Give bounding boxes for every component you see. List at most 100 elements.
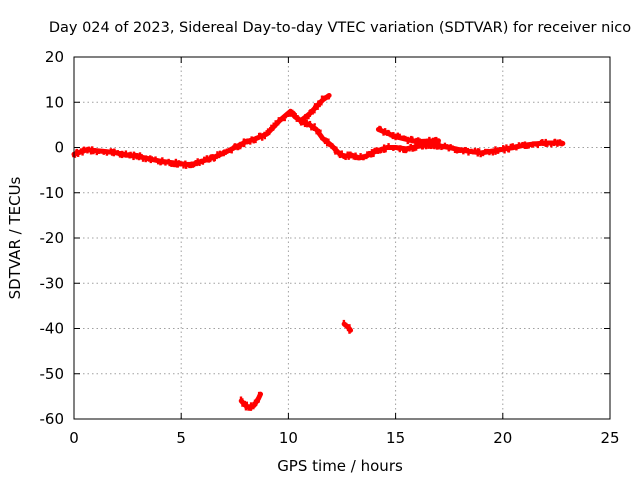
data-point xyxy=(252,138,255,141)
data-point xyxy=(421,143,424,146)
data-point xyxy=(546,144,549,147)
data-point xyxy=(247,406,251,410)
data-point xyxy=(318,104,321,108)
data-point xyxy=(243,404,246,408)
data-point xyxy=(133,152,137,156)
data-point xyxy=(511,147,514,151)
data-point xyxy=(395,133,398,137)
data-point xyxy=(447,146,450,150)
data-point xyxy=(466,147,469,151)
data-point xyxy=(379,126,382,130)
data-point xyxy=(462,151,465,155)
data-point xyxy=(245,401,249,405)
series-5 xyxy=(341,319,354,334)
data-point xyxy=(182,166,185,169)
series-2 xyxy=(298,92,332,123)
data-point xyxy=(408,149,411,152)
data-point xyxy=(295,116,298,119)
data-point xyxy=(491,153,495,156)
data-point xyxy=(127,152,130,155)
data-point xyxy=(416,139,419,142)
data-point xyxy=(303,119,306,123)
data-point xyxy=(214,155,218,158)
data-point xyxy=(490,149,493,153)
data-point xyxy=(405,147,409,150)
data-point xyxy=(215,156,218,160)
data-point xyxy=(303,117,307,121)
data-point xyxy=(471,149,474,152)
data-point xyxy=(87,149,91,152)
data-point xyxy=(276,122,280,126)
data-point xyxy=(179,164,182,167)
data-point xyxy=(249,408,253,411)
data-point xyxy=(478,150,482,154)
data-point xyxy=(249,404,252,407)
data-point xyxy=(429,141,432,144)
data-point xyxy=(91,146,94,149)
data-point xyxy=(456,150,460,153)
data-point xyxy=(544,138,547,142)
y-tick-label: -20 xyxy=(40,229,65,247)
data-point xyxy=(145,157,148,161)
data-point xyxy=(187,164,190,167)
data-point xyxy=(469,150,472,153)
data-point xyxy=(93,148,97,152)
data-point xyxy=(473,150,477,153)
data-point xyxy=(322,137,325,140)
data-point xyxy=(100,150,104,153)
data-point xyxy=(261,134,264,137)
data-point xyxy=(254,403,258,407)
data-point xyxy=(503,151,506,154)
data-point xyxy=(160,158,163,162)
data-point xyxy=(342,156,345,159)
data-point xyxy=(105,153,109,156)
data-point xyxy=(187,161,190,165)
data-point xyxy=(188,165,191,169)
data-point xyxy=(399,147,402,151)
data-point xyxy=(274,125,278,128)
y-tick-label: -10 xyxy=(40,184,65,202)
data-point xyxy=(544,144,547,147)
data-point xyxy=(538,142,541,145)
data-point xyxy=(480,152,483,156)
data-point xyxy=(402,150,406,154)
data-point xyxy=(287,113,290,117)
data-point xyxy=(373,147,376,151)
data-point xyxy=(291,109,294,113)
data-point xyxy=(333,146,337,149)
data-point xyxy=(132,154,135,158)
data-point xyxy=(132,157,135,161)
data-point xyxy=(86,151,89,154)
data-point xyxy=(515,146,519,150)
data-point xyxy=(317,100,320,104)
data-point xyxy=(506,146,510,149)
data-point xyxy=(116,150,119,153)
data-point xyxy=(173,160,176,164)
data-point xyxy=(342,319,346,323)
data-point xyxy=(405,150,408,153)
data-point xyxy=(305,114,308,117)
data-point xyxy=(381,128,384,132)
data-point xyxy=(274,120,277,123)
data-point xyxy=(411,140,414,144)
data-point xyxy=(194,163,198,166)
data-point xyxy=(535,142,538,145)
data-point xyxy=(82,146,86,149)
data-point xyxy=(498,147,502,150)
data-point xyxy=(473,147,477,151)
data-point xyxy=(426,138,429,141)
data-point xyxy=(314,106,318,109)
data-point xyxy=(372,154,375,157)
data-point xyxy=(247,408,250,411)
data-point xyxy=(314,107,318,111)
data-point xyxy=(337,154,341,157)
data-point xyxy=(174,158,178,162)
data-point xyxy=(497,150,500,153)
data-point xyxy=(138,152,142,155)
data-point xyxy=(552,143,556,147)
data-point xyxy=(504,147,507,150)
data-point xyxy=(347,326,351,329)
data-point xyxy=(431,141,435,145)
data-point xyxy=(511,143,514,146)
